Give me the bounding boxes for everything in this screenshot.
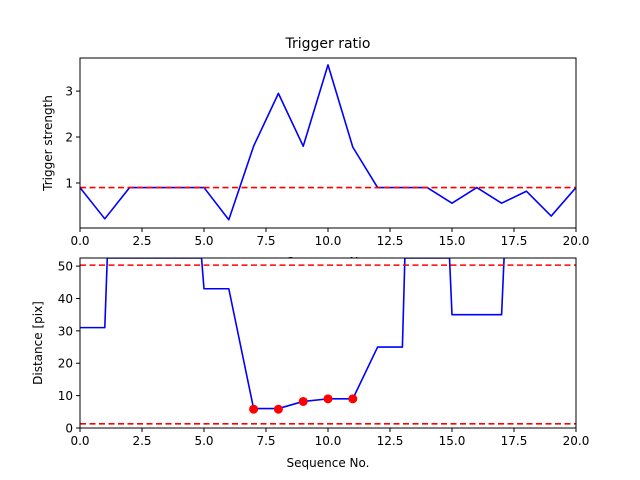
x-tick-label: 15.0: [439, 234, 466, 248]
x-tick-label: 12.5: [377, 234, 404, 248]
distance-chart: Distance [pix] Sequence No. 0.0 2.5 5.0 7.5…: [31, 257, 590, 470]
data-point: [298, 396, 308, 406]
series-line: [80, 64, 576, 221]
chart-title: Trigger ratio: [284, 36, 370, 52]
x-tick-label: 7.5: [256, 434, 275, 448]
x-tick-label: 7.5: [256, 234, 275, 248]
x-tick-label: 12.5: [377, 434, 404, 448]
y-tick-label: 10: [58, 389, 73, 403]
data-point: [249, 404, 259, 414]
data-point: [273, 404, 283, 414]
x-tick-label: 20.0: [563, 234, 590, 248]
plot-content: [80, 258, 576, 425]
x-tick-label: 0.0: [70, 434, 89, 448]
data-point: [348, 394, 358, 404]
x-tick-label: 10.0: [315, 434, 342, 448]
x-tick-label: 5.0: [194, 434, 213, 448]
y-tick-label: 50: [58, 260, 73, 274]
x-tick-label: 20.0: [563, 434, 590, 448]
y-axis-label: Trigger strength: [41, 95, 55, 192]
x-tick-label: 15.0: [439, 434, 466, 448]
x-tick-label: 5.0: [194, 234, 213, 248]
y-tick-label: 1: [65, 176, 73, 190]
x-tick-label: 2.5: [132, 434, 151, 448]
x-tick-label: 17.5: [501, 434, 528, 448]
series-line: [80, 258, 505, 410]
y-tick-label: 40: [58, 292, 73, 306]
x-tick-label: 2.5: [132, 234, 151, 248]
y-tick-label: 3: [65, 85, 73, 99]
x-axis-label: Sequence No.: [287, 456, 370, 470]
x-tick-label: 0.0: [70, 234, 89, 248]
plot-area: [80, 58, 576, 228]
y-tick-label: 20: [58, 357, 73, 371]
trigger-ratio-chart: Trigger ratio Trigger strength Sequence …: [41, 36, 589, 269]
y-axis-label: Distance [pix]: [31, 301, 45, 385]
y-tick-label: 30: [58, 324, 73, 338]
x-tick-label: 17.5: [501, 234, 528, 248]
x-tick-label: 10.0: [315, 234, 342, 248]
data-point: [323, 394, 333, 404]
y-tick-label: 0: [65, 422, 73, 436]
plot-content: [80, 64, 576, 221]
y-tick-label: 2: [65, 131, 73, 145]
